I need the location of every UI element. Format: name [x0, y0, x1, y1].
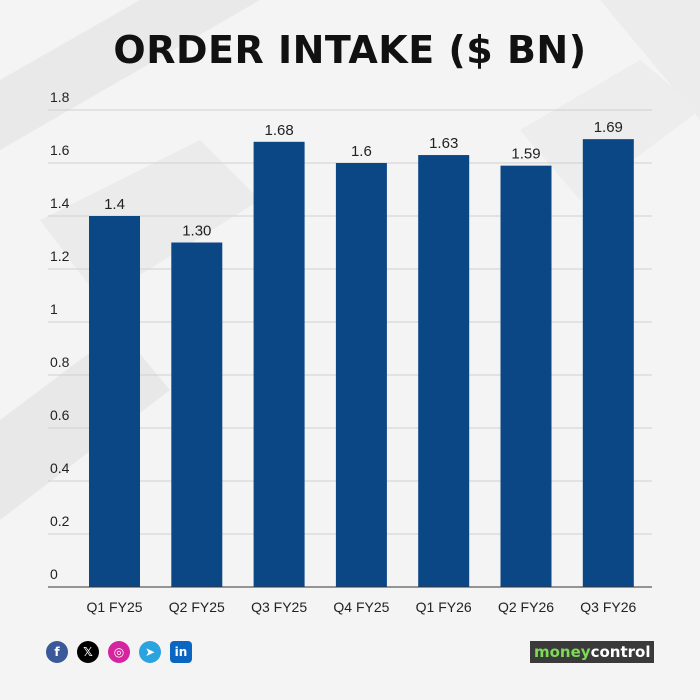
bar	[253, 141, 305, 588]
bar	[582, 139, 634, 587]
y-tick-label: 0.8	[50, 354, 70, 370]
data-label: 1.30	[182, 223, 211, 240]
bar	[171, 242, 223, 587]
data-label: 1.4	[104, 196, 125, 213]
y-tick-label: 1.4	[50, 195, 70, 211]
category-label: Q3 FY26	[580, 599, 636, 615]
chart-title: ORDER INTAKE ($ BN)	[113, 28, 587, 72]
bars	[89, 139, 634, 588]
y-tick-label: 1.2	[50, 248, 70, 264]
telegram-icon[interactable]: ➤	[139, 641, 161, 663]
data-label: 1.59	[511, 146, 540, 163]
bar	[418, 155, 470, 588]
x-icon[interactable]: 𝕏	[77, 641, 99, 663]
y-tick-label: 0.2	[50, 513, 70, 529]
category-label: Q1 FY26	[416, 599, 472, 615]
y-tick-label: 1.8	[50, 89, 70, 105]
data-label: 1.68	[264, 122, 293, 139]
facebook-icon[interactable]: f	[46, 641, 68, 663]
category-label: Q1 FY25	[86, 599, 142, 615]
y-tick-label: 1	[50, 301, 58, 317]
logo-text-control: control	[590, 643, 651, 661]
data-label: 1.69	[594, 119, 623, 136]
bar	[500, 165, 552, 587]
y-axis-ticks: 0 0.2 0.4 0.6 0.8 1 1.2 1.4 1.6 1.8	[50, 89, 70, 582]
data-labels: 1.4 1.30 1.68 1.6 1.63 1.59 1.69	[104, 119, 623, 239]
bar	[335, 163, 387, 587]
y-tick-label: 1.6	[50, 142, 70, 158]
y-tick-label: 0.4	[50, 460, 70, 476]
bar	[89, 216, 140, 587]
data-label: 1.6	[351, 143, 372, 160]
category-label: Q2 FY25	[169, 599, 225, 615]
category-labels: Q1 FY25 Q2 FY25 Q3 FY25 Q4 FY25 Q1 FY26 Q2 FY…	[86, 599, 636, 615]
instagram-icon[interactable]: ◎	[108, 641, 130, 663]
linkedin-icon[interactable]: in	[170, 641, 192, 663]
social-icons: f 𝕏 ◎ ➤ in	[46, 641, 192, 663]
logo-text-money: money	[534, 643, 591, 661]
y-tick-label: 0.6	[50, 407, 70, 423]
category-label: Q3 FY25	[251, 599, 307, 615]
data-label: 1.63	[429, 135, 458, 152]
category-label: Q2 FY26	[498, 599, 554, 615]
category-label: Q4 FY25	[333, 599, 389, 615]
y-tick-label: 0	[50, 566, 58, 582]
moneycontrol-logo: money control	[530, 641, 655, 663]
